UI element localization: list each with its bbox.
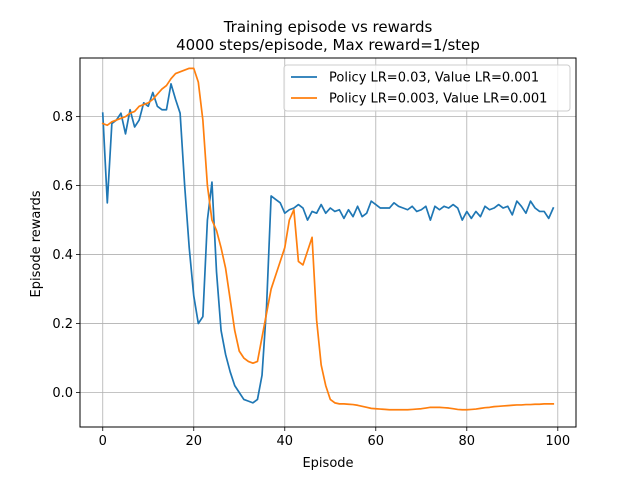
x-tick-label: 60 <box>368 434 385 449</box>
x-tick-label: 20 <box>185 434 202 449</box>
y-tick-label: 0.0 <box>52 386 73 401</box>
axis-ticks: 0 20 40 60 80 100 0.0 0.2 0.4 0.6 0.8 <box>52 110 570 449</box>
plot-frame <box>79 57 577 428</box>
y-tick-label: 0.8 <box>52 110 73 125</box>
y-tick-label: 0.6 <box>52 179 73 194</box>
legend-label-1: Policy LR=0.03, Value LR=0.001 <box>329 71 539 86</box>
chart-subtitle: 4000 steps/episode, Max reward=1/step <box>176 36 480 54</box>
series-lines <box>101 67 555 411</box>
x-tick-label: 40 <box>276 434 293 449</box>
y-tick-label: 0.4 <box>52 248 73 263</box>
series-line-1 <box>101 83 555 404</box>
y-axis-label: Episode rewards <box>29 190 44 297</box>
x-tick-label: 100 <box>545 434 570 449</box>
x-axis-label: Episode <box>302 456 353 471</box>
grid <box>80 58 576 427</box>
legend-box <box>283 64 571 112</box>
x-tick-label: 0 <box>99 434 107 449</box>
x-tick-label: 80 <box>459 434 476 449</box>
legend: Policy LR=0.03, Value LR=0.001 Policy LR=… <box>283 64 571 112</box>
chart-title: Training episode vs rewards <box>223 18 433 36</box>
series-line-2 <box>101 67 555 411</box>
legend-label-2: Policy LR=0.003, Value LR=0.001 <box>329 92 547 107</box>
y-tick-label: 0.2 <box>52 317 73 332</box>
